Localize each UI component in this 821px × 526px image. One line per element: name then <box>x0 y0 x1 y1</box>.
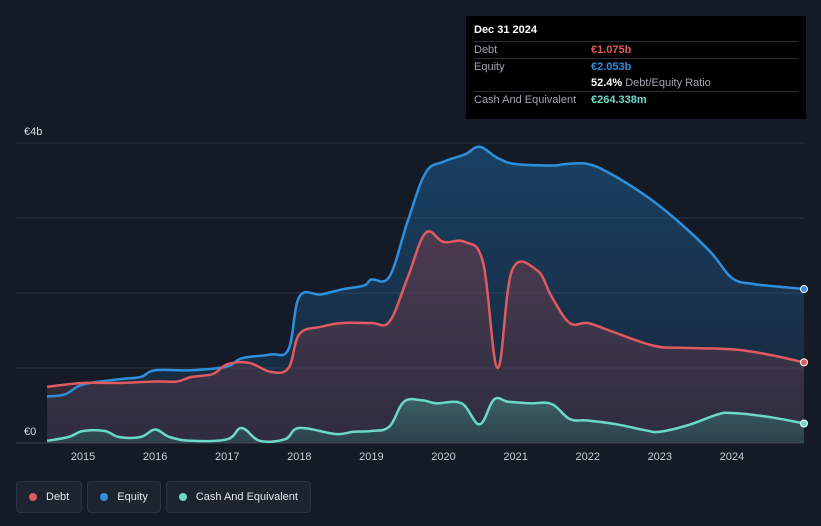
tooltip-row-debt: Debt €1.075b <box>474 41 798 58</box>
line-equity <box>46 145 805 398</box>
legend-label-equity: Equity <box>117 491 148 503</box>
x-tick-label: 2018 <box>287 451 311 463</box>
x-tick-label: 2020 <box>431 451 455 463</box>
tooltip-date: Dec 31 2024 <box>474 24 537 36</box>
x-tick-label: 2017 <box>215 451 239 463</box>
legend-dot-cash <box>178 493 187 501</box>
tooltip-cash-value: €264.338m <box>591 94 647 106</box>
x-tick-label: 2021 <box>503 451 527 463</box>
tooltip-row-ratio: 52.4% Debt/Equity Ratio <box>474 75 798 91</box>
legend-item-cash[interactable]: Cash And Equivalent <box>165 481 311 513</box>
tooltip-equity-value: €2.053b <box>591 61 632 73</box>
tooltip-ratio-label: Debt/Equity Ratio <box>625 77 711 89</box>
y-axis-top-label: €4b <box>24 126 42 138</box>
y-axis-bottom-label: €0 <box>24 426 36 438</box>
x-tick-label: 2015 <box>71 451 95 463</box>
x-tick-label: 2019 <box>359 451 383 463</box>
tooltip-row-cash: Cash And Equivalent €264.338m <box>474 91 798 108</box>
legend-label-cash: Cash And Equivalent <box>195 491 298 503</box>
legend: Debt Equity Cash And Equivalent <box>16 481 311 513</box>
legend-dot-debt <box>29 493 37 501</box>
x-tick-label: 2023 <box>648 451 672 463</box>
area-cash <box>47 398 804 443</box>
data-tooltip: Dec 31 2024 Debt €1.075b Equity €2.053b … <box>466 16 806 119</box>
x-tick-label: 2022 <box>575 451 599 463</box>
legend-item-debt[interactable]: Debt <box>16 481 83 513</box>
legend-dot-equity <box>100 493 109 501</box>
tooltip-debt-label: Debt <box>474 44 498 56</box>
line-cash <box>46 396 805 444</box>
tooltip-cash-label: Cash And Equivalent <box>474 94 577 106</box>
legend-item-equity[interactable]: Equity <box>87 481 161 513</box>
tooltip-debt-value: €1.075b <box>591 44 632 56</box>
area-debt <box>47 231 804 443</box>
x-tick-label: 2024 <box>720 451 744 463</box>
tooltip-ratio-value: 52.4% <box>591 77 623 89</box>
endpoint-debt <box>800 358 808 367</box>
x-tick-label: 2016 <box>143 451 167 463</box>
legend-label-debt: Debt <box>46 491 70 503</box>
line-debt <box>46 230 805 389</box>
endpoint-equity <box>800 285 808 294</box>
endpoint-cash <box>800 419 808 428</box>
tooltip-row-equity: Equity €2.053b <box>474 58 798 75</box>
tooltip-equity-label: Equity <box>474 61 505 73</box>
